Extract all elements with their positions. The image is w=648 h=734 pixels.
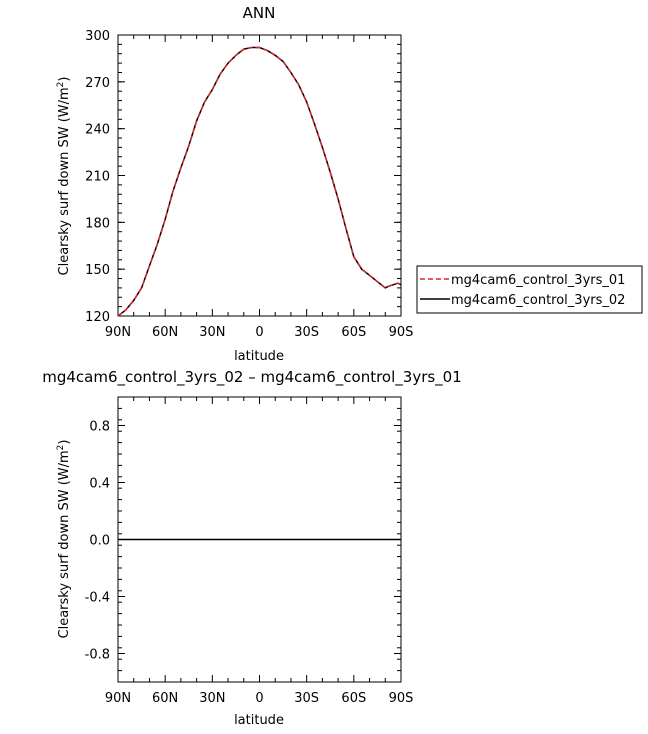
top-series-line-1 [117, 46, 402, 317]
bottom-y-axis-label-close: ) [57, 440, 72, 445]
top-series-lines [117, 46, 402, 317]
bottom-y-axis-label-text: Clearsky surf down SW (W/m [57, 450, 72, 638]
top-x-tick-label: 90N [105, 325, 131, 340]
bottom-y-tick-label: 0.8 [89, 420, 110, 435]
bottom-x-tick-label: 90S [389, 691, 414, 706]
bottom-x-tick-label: 0 [255, 691, 263, 706]
top-plot-frame [117, 34, 402, 317]
bottom-x-tick-label: 30N [199, 691, 225, 706]
bottom-y-tick-label: 0.4 [89, 477, 110, 492]
top-y-tick-label: 270 [85, 76, 110, 91]
bottom-title: mg4cam6_control_3yrs_02 – mg4cam6_contro… [42, 368, 462, 387]
top-y-tick-label: 180 [85, 216, 110, 231]
bottom-y-axis-label-sup: 2 [56, 445, 66, 451]
bottom-x-tick-label: 60S [341, 691, 366, 706]
top-x-tick-label: 60S [341, 325, 366, 340]
top-series-line-2 [117, 46, 402, 317]
legend-label-series-1: mg4cam6_control_3yrs_01 [451, 273, 625, 288]
bottom-x-tick-label: 90N [105, 691, 131, 706]
bottom-axis-ticks: 90N 60N 30N 0 30S 60S 90S -0.8 -0.4 0.0 0.4 0.8 [85, 396, 414, 706]
top-x-tick-label: 30S [294, 325, 319, 340]
top-x-tick-label: 60N [152, 325, 178, 340]
top-axis-ticks: 90N 60N 30N 0 30S 60S 90S 120 150 180 210 240 270 300 [85, 29, 413, 340]
top-y-axis-label-text: Clearsky surf down SW (W/m [57, 87, 72, 275]
bottom-panel: mg4cam6_control_3yrs_02 – mg4cam6_contro… [42, 368, 462, 728]
bottom-x-tick-label: 60N [152, 691, 178, 706]
legend-label-series-2: mg4cam6_control_3yrs_02 [451, 293, 625, 308]
bottom-y-axis-label: Clearsky surf down SW (W/m2) [56, 440, 72, 639]
top-x-tick-label: 0 [255, 325, 263, 340]
top-y-axis-label: Clearsky surf down SW (W/m2) [56, 77, 72, 276]
top-y-tick-label: 120 [85, 310, 110, 325]
top-x-tick-label: 30N [199, 325, 225, 340]
top-y-axis-label-close: ) [57, 77, 72, 82]
top-y-axis-label-sup: 2 [56, 82, 66, 88]
bottom-y-tick-label: -0.4 [85, 591, 110, 606]
legend-box [416, 265, 643, 314]
top-y-tick-label: 150 [85, 263, 110, 278]
top-x-axis-label: latitude [234, 349, 284, 364]
top-x-tick-label: 90S [389, 325, 414, 340]
bottom-y-tick-label: 0.0 [89, 534, 110, 549]
top-title: ANN [243, 4, 276, 22]
top-y-tick-label: 300 [85, 29, 110, 44]
bottom-y-tick-label: -0.8 [85, 648, 110, 663]
bottom-x-axis-label: latitude [234, 713, 284, 728]
legend: mg4cam6_control_3yrs_01 mg4cam6_control_… [416, 265, 643, 314]
top-panel: ANN 90N 60N 30N 0 30S 60S 90S 120 150 180 210 240 27… [56, 4, 643, 364]
top-y-tick-label: 210 [85, 170, 110, 185]
top-y-tick-label: 240 [85, 123, 110, 138]
bottom-x-tick-label: 30S [294, 691, 319, 706]
